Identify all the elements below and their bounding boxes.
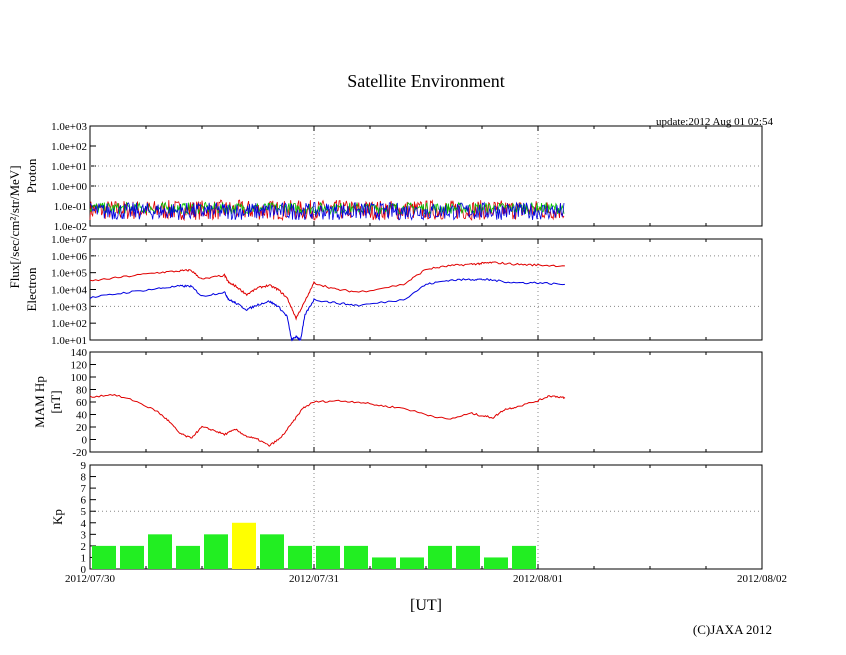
kp-y-label: Kp (50, 509, 65, 525)
mam-y-tick-label: 80 (76, 385, 88, 397)
kp-y-tick-label: 9 (81, 460, 87, 472)
mam-y-unit: [nT] (48, 390, 63, 413)
kp-bar (400, 557, 424, 569)
kp-bar (92, 545, 116, 569)
mam-frame (89, 351, 763, 453)
mam-y-tick-label: 0 (82, 435, 88, 447)
proton-blue-line (89, 201, 565, 221)
mam-y-tick-label: 60 (76, 397, 88, 409)
kp-bar (288, 545, 312, 569)
electron-y-tick-label: 1.0e+01 (51, 335, 87, 347)
kp-y-tick-label: 6 (81, 495, 87, 507)
kp-bar (316, 545, 340, 569)
kp-bar (512, 545, 536, 569)
proton-y-tick-label: 1.0e+02 (51, 141, 87, 153)
mam-y-tick-label: 140 (71, 347, 88, 359)
kp-bar (148, 534, 172, 569)
kp-bar (232, 522, 256, 569)
x-tick-label: 2012/08/02 (737, 573, 787, 585)
electron-y-tick-label: 1.0e+06 (51, 251, 87, 263)
electron-red-line (89, 261, 565, 321)
electron-y-label: Electron (24, 267, 39, 312)
electron-frame (89, 238, 763, 341)
kp-y-tick-label: 0 (81, 564, 87, 576)
proton-y-tick-label: 1.0e+01 (51, 161, 87, 173)
proton-red-line (89, 199, 565, 222)
kp-y-tick-label: 3 (81, 529, 87, 541)
kp-bar (484, 557, 508, 569)
x-tick-label: 2012/07/31 (289, 573, 339, 585)
update-timestamp: update:2012 Aug 01 02:54 (656, 116, 774, 128)
electron-y-tick-label: 1.0e+03 (51, 301, 87, 313)
electron-blue-line (89, 278, 565, 342)
proton-y-tick-label: 1.0e+00 (51, 181, 87, 193)
electron-y-tick-label: 1.0e+02 (51, 318, 87, 330)
kp-y-tick-label: 7 (81, 483, 87, 495)
kp-bar (260, 534, 284, 569)
mam-y-tick-label: 20 (76, 422, 88, 434)
kp-bar (456, 545, 480, 569)
mam-y-tick-label: -20 (72, 447, 87, 459)
mam-y-tick-label: 40 (76, 410, 88, 422)
kp-y-tick-label: 4 (81, 518, 87, 530)
kp-bar (204, 534, 228, 569)
proton-y-tick-label: 1.0e-02 (54, 221, 87, 233)
kp-bar (176, 545, 200, 569)
x-tick-label: 2012/08/01 (513, 573, 563, 585)
mam-y-tick-label: 120 (71, 360, 88, 372)
kp-y-tick-label: 8 (81, 472, 87, 484)
proton-y-tick-label: 1.0e-01 (54, 201, 87, 213)
flux-axis-label: Flux[/sec/cm²/str/MeV] (7, 165, 22, 288)
electron-y-tick-label: 1.0e+05 (51, 268, 87, 280)
chart-title: Satellite Environment (347, 71, 504, 91)
kp-y-tick-label: 1 (81, 552, 87, 564)
kp-bar (372, 557, 396, 569)
kp-y-tick-label: 5 (81, 506, 87, 518)
kp-y-tick-label: 2 (81, 541, 87, 553)
mam-y-tick-label: 100 (71, 372, 88, 384)
proton-y-tick-label: 1.0e+03 (51, 121, 87, 133)
electron-y-tick-label: 1.0e+04 (51, 285, 87, 297)
kp-bar (344, 545, 368, 569)
kp-bar (120, 545, 144, 569)
proton-y-label: Proton (24, 158, 39, 193)
x-tick-label: 2012/07/30 (65, 573, 116, 585)
x-axis-label: [UT] (410, 597, 442, 614)
proton-green-line (89, 201, 565, 216)
copyright: (C)JAXA 2012 (693, 622, 772, 637)
electron-y-tick-label: 1.0e+07 (51, 234, 87, 246)
mam-y-label: MAM Hp (32, 376, 47, 428)
mam-red-line (89, 393, 566, 447)
kp-bar (428, 545, 452, 569)
